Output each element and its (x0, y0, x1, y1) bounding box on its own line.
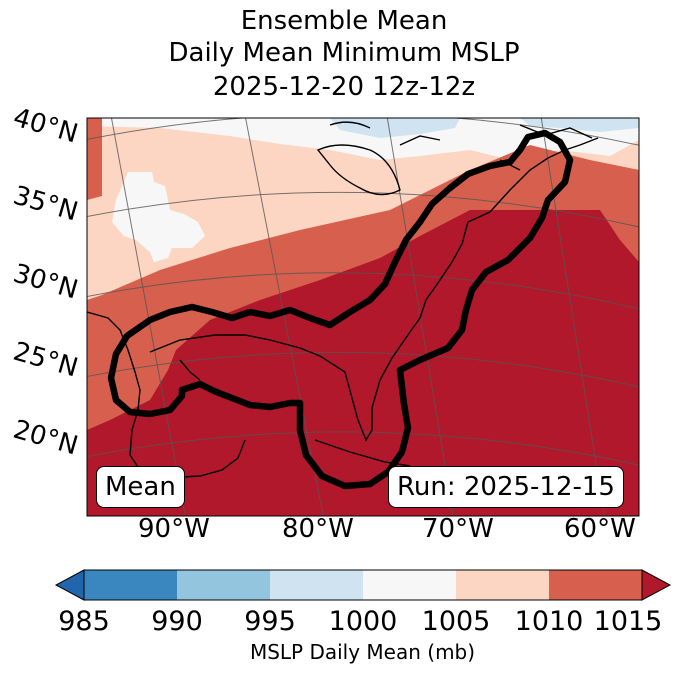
title-line-3: 2025-12-20 12z-12z (212, 72, 476, 102)
run-label-box: Run: 2025-12-15 (388, 466, 624, 508)
title-line-2: Daily Mean Minimum MSLP (168, 38, 520, 68)
map-fill-above-1015 (87, 210, 639, 516)
lon-label-80w: 80°W (282, 514, 354, 544)
colorbar-tick-1005: 1005 (421, 606, 491, 637)
colorbar-tick-990: 990 (151, 606, 203, 637)
colorbar-frame (83, 569, 643, 601)
title-line-1: Ensemble Mean (240, 6, 448, 36)
contour-line (107, 129, 574, 490)
colorbar-tick-995: 995 (244, 606, 296, 637)
map-fill-1000-1005-north (87, 118, 639, 162)
colorbar-seg-985 (84, 570, 177, 600)
lon-label-70w: 70°W (422, 514, 494, 544)
colorbar-seg-1005 (456, 570, 549, 600)
colorbar-under-arrow (54, 569, 85, 601)
colorbar-over-arrow (641, 569, 672, 601)
colorbar-tick-985: 985 (58, 606, 110, 637)
map-frame (86, 117, 640, 517)
colorbar-seg-1000 (363, 570, 456, 600)
colorbar-seg-990 (177, 570, 270, 600)
colorbar-tick-1015: 1015 (593, 606, 663, 637)
colorbar-seg-995 (270, 570, 363, 600)
map-fill-1000-1005-midwest (112, 172, 205, 262)
colorbar-seg-1010 (549, 570, 642, 600)
mean-label-box: Mean (96, 466, 185, 508)
lon-label-60w: 60°W (564, 514, 636, 544)
lon-label-90w: 90°W (138, 514, 210, 544)
colorbar-tick-1000: 1000 (328, 606, 398, 637)
colorbar-tick-1010: 1010 (514, 606, 584, 637)
map-fill-995-1000 (330, 118, 639, 138)
colorbar-label: MSLP Daily Mean (mb) (249, 640, 476, 664)
